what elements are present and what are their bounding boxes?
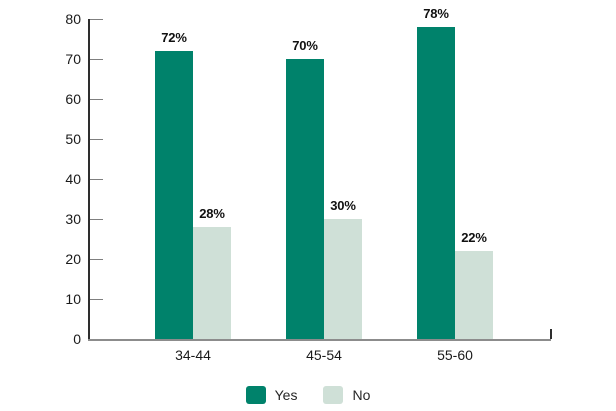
y-axis-tick-label: 30 — [65, 211, 81, 227]
x-axis-line — [88, 339, 551, 341]
bar-value-label: 28% — [199, 206, 225, 221]
y-axis-tick — [88, 178, 103, 180]
y-axis-tick — [88, 58, 103, 60]
y-axis-line — [88, 19, 90, 341]
legend-swatch-yes — [245, 386, 266, 404]
legend: Yes No — [0, 384, 616, 406]
y-axis-tick-label: 0 — [73, 331, 81, 347]
bar-value-label: 78% — [423, 6, 449, 21]
y-axis-tick — [88, 138, 103, 140]
y-axis-tick-label: 80 — [65, 11, 81, 27]
bar-no-55-60 — [455, 251, 493, 339]
x-category-label: 45-54 — [306, 347, 342, 363]
bar-yes-45-54 — [286, 59, 324, 339]
bar-value-label: 72% — [161, 30, 187, 45]
bar-yes-55-60 — [417, 27, 455, 339]
y-axis-tick — [88, 298, 103, 300]
y-axis-tick-label: 10 — [65, 291, 81, 307]
bar-value-label: 30% — [330, 198, 356, 213]
x-axis-end-tick — [549, 329, 552, 339]
x-category-label: 34-44 — [175, 347, 211, 363]
legend-label: Yes — [274, 387, 298, 403]
y-axis-tick-label: 40 — [65, 171, 81, 187]
bar-no-34-44 — [193, 227, 231, 339]
y-axis-tick — [88, 18, 103, 20]
y-axis-tick-label: 70 — [65, 51, 81, 67]
bar-no-45-54 — [324, 219, 362, 339]
bar-value-label: 22% — [461, 230, 487, 245]
bar-value-label: 70% — [292, 38, 318, 53]
x-category-label: 55-60 — [437, 347, 473, 363]
y-axis-tick-label: 50 — [65, 131, 81, 147]
legend-item-yes: Yes — [245, 386, 298, 404]
bar-yes-34-44 — [155, 51, 193, 339]
legend-item-no: No — [323, 386, 370, 404]
y-axis-tick — [88, 258, 103, 260]
y-axis-tick — [88, 218, 103, 220]
y-axis-tick-label: 60 — [65, 91, 81, 107]
y-axis-tick-label: 20 — [65, 251, 81, 267]
legend-swatch-no — [323, 386, 344, 404]
legend-label: No — [352, 387, 371, 403]
y-axis-tick — [88, 98, 103, 100]
